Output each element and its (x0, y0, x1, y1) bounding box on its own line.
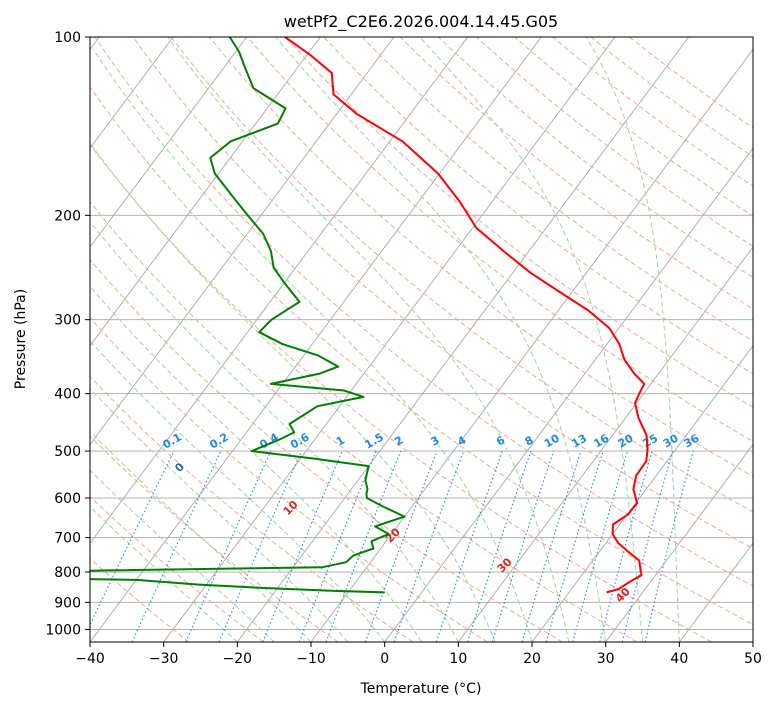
y-tick-label: 1000 (45, 622, 81, 638)
plot-frame (89, 36, 754, 643)
dry-adiabat (90, 258, 563, 642)
mixing-ratio-line (521, 450, 582, 642)
isotherm-line (384, 147, 753, 642)
y-tick-label: 500 (54, 444, 81, 460)
isotherm-line (90, 37, 469, 545)
mixing-ratio-line (298, 450, 377, 642)
y-tick-label: 100 (54, 30, 81, 46)
y-tick-label: 200 (54, 208, 81, 224)
y-tick-label: 700 (54, 531, 81, 547)
moist-adiabat (90, 469, 275, 642)
x-tick-label: 10 (449, 651, 467, 667)
dry-adiabat (90, 201, 638, 642)
x-tick-label: 30 (597, 651, 615, 667)
mixing-ratio-line (491, 450, 555, 642)
x-axis-label: Temperature (°C) (360, 681, 482, 697)
y-tick-label: 400 (54, 387, 81, 403)
moist-adiabat (419, 37, 643, 642)
x-tick-label: −10 (296, 651, 326, 667)
dewpoint-profile-line (90, 37, 406, 594)
mixing-ratio-line (185, 450, 272, 642)
mixing-ratio-line (572, 450, 628, 642)
moist-adiabat (275, 37, 607, 642)
dry-adiabat (90, 143, 712, 642)
dry-adiabat (285, 37, 753, 408)
sounding-series (90, 37, 649, 594)
dry-adiabats (90, 37, 753, 642)
plot-area: 0.10.20.40.611.52346810131620253036-100-… (90, 37, 753, 642)
dry-adiabat (247, 37, 753, 442)
y-axis-label: Pressure (hPa) (13, 289, 29, 389)
mixing-ratio-line (325, 450, 402, 642)
isotherm-line (531, 345, 753, 642)
dry-adiabat (170, 37, 753, 513)
mixing-ratio-line (599, 450, 653, 642)
isotherm-line (90, 37, 174, 150)
mixing-ratio-line (218, 450, 303, 642)
isotherm-line (163, 37, 616, 642)
chart-title: wetPf2_C2E6.2026.004.14.45.G05 (284, 12, 558, 32)
x-tick-label: 40 (670, 651, 688, 667)
moist-adiabat (585, 37, 680, 642)
moist-adiabat (90, 505, 238, 642)
dry-adiabat (514, 37, 753, 217)
dry-adiabat (90, 86, 753, 626)
isotherm-line (90, 37, 248, 248)
y-tick-label: 800 (54, 565, 81, 581)
pressure-gridlines (90, 37, 753, 630)
isotherm-line (90, 37, 321, 347)
x-tick-label: −20 (223, 651, 253, 667)
dry-adiabat (361, 37, 753, 342)
mixing-ratio-line (644, 450, 694, 642)
x-tick-label: 50 (744, 651, 762, 667)
dry-adiabat (132, 37, 753, 550)
temperature-profile-line (284, 37, 649, 594)
moist-adiabat (90, 430, 312, 642)
y-tick-label: 300 (54, 313, 81, 329)
y-tick-label: 600 (54, 491, 81, 507)
mixing-ratio-lines (90, 450, 694, 642)
isotherm-line (457, 246, 753, 642)
x-tick-label: 20 (523, 651, 541, 667)
y-axis-ticks: 100 200 300 400 500 600 700 800 900 1000 (45, 30, 90, 638)
dry-adiabat (209, 37, 753, 477)
mixing-ratio-line (545, 450, 604, 642)
mixing-ratio-line (621, 450, 674, 642)
moist-adiabat (90, 387, 349, 642)
moist-adiabat (90, 142, 496, 642)
moist-adiabat (90, 340, 386, 642)
moist-adiabat (93, 49, 533, 642)
y-tick-label: 900 (54, 595, 81, 611)
dry-adiabat (438, 37, 753, 278)
dry-adiabat (90, 316, 488, 642)
x-tick-label: −40 (75, 651, 105, 667)
x-axis-ticks: −40 −30 −20 −10 0 10 20 30 40 50 (75, 642, 762, 667)
moist-adiabat (90, 221, 459, 642)
mixing-ratio-line (466, 450, 532, 642)
mixing-ratio-line (393, 450, 465, 642)
isotherm-line (605, 443, 753, 642)
isotherm-line (90, 37, 395, 446)
dry-adiabat (552, 37, 753, 187)
dry-adiabat (90, 495, 264, 642)
mixing-ratio-line (262, 450, 343, 642)
mixing-ratio-line (364, 450, 438, 642)
x-tick-label: 0 (380, 651, 389, 667)
isotherm-line (236, 37, 690, 642)
mixing-ratio-line (435, 450, 503, 642)
x-tick-label: −30 (149, 651, 179, 667)
moist-adiabat (167, 37, 570, 642)
moist-adiabats (90, 37, 680, 642)
